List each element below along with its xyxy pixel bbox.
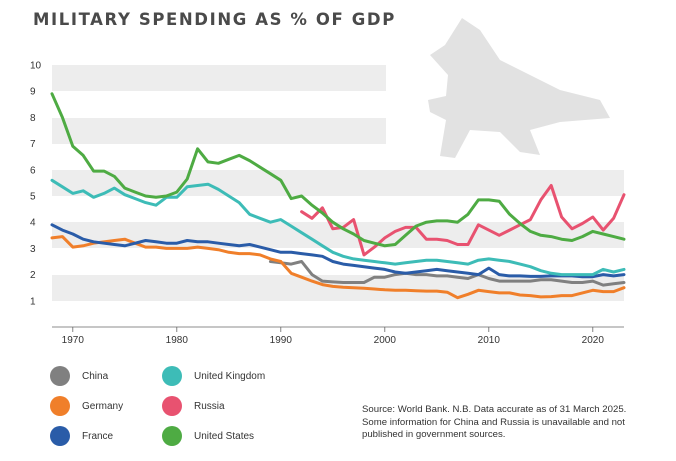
series-line-russia bbox=[300, 184, 626, 257]
band-7-8 bbox=[52, 118, 386, 144]
legend-swatch-france bbox=[50, 426, 70, 446]
legend-label-germany: Germany bbox=[82, 400, 124, 412]
series-line-united-kingdom bbox=[50, 178, 626, 277]
x-tick-label: 1990 bbox=[270, 335, 293, 346]
legend-label-china: China bbox=[82, 370, 109, 382]
legend-item-united-kingdom: United Kingdom bbox=[162, 366, 265, 386]
legend-item-china: China bbox=[50, 366, 108, 386]
series-line-france bbox=[50, 223, 626, 279]
series-lines bbox=[50, 92, 626, 300]
y-tick-label: 4 bbox=[30, 218, 36, 229]
x-tick-label: 1980 bbox=[166, 335, 189, 346]
legend-swatch-china bbox=[50, 366, 70, 386]
legend-swatch-germany bbox=[50, 396, 70, 416]
band-9-10 bbox=[52, 65, 386, 91]
y-tick-label: 2 bbox=[30, 270, 36, 281]
x-tick-label: 1970 bbox=[62, 335, 85, 346]
chart-title: MILITARY SPENDING AS % OF GDP bbox=[33, 10, 396, 29]
y-tick-label: 9 bbox=[30, 87, 36, 98]
legend-item-united-states: United States bbox=[162, 426, 254, 446]
legend-label-united-states: United States bbox=[194, 430, 255, 442]
y-tick-label: 5 bbox=[30, 192, 36, 203]
x-tick-label: 2000 bbox=[374, 335, 397, 346]
legend-label-france: France bbox=[82, 430, 114, 442]
x-axis: 1970 1980 1990 2000 2010 2020 bbox=[62, 327, 605, 346]
y-axis: 1 2 3 4 5 6 7 8 9 10 bbox=[30, 61, 42, 308]
fighter-jet-icon bbox=[428, 18, 610, 158]
y-tick-label: 8 bbox=[30, 113, 36, 124]
legend-item-russia: Russia bbox=[162, 396, 225, 416]
band-5-6 bbox=[52, 170, 624, 196]
y-tick-label: 3 bbox=[30, 244, 36, 255]
series-line-germany bbox=[50, 235, 626, 300]
legend-swatch-russia bbox=[162, 396, 182, 416]
legend-item-france: France bbox=[50, 426, 113, 446]
legend-label-united-kingdom: United Kingdom bbox=[194, 370, 266, 382]
y-tick-label: 10 bbox=[30, 61, 42, 72]
legend-swatch-united-kingdom bbox=[162, 366, 182, 386]
series-line-united-states bbox=[50, 92, 626, 248]
legend-item-germany: Germany bbox=[50, 396, 123, 416]
legend-label-russia: Russia bbox=[194, 400, 225, 412]
y-tick-label: 1 bbox=[30, 296, 36, 307]
x-tick-label: 2020 bbox=[582, 335, 605, 346]
series-line-china bbox=[268, 260, 626, 287]
y-tick-label: 6 bbox=[30, 165, 36, 176]
source-note: Source: World Bank. N.B. Data accurate a… bbox=[362, 404, 627, 441]
y-tick-label: 7 bbox=[30, 139, 36, 150]
legend-swatch-united-states bbox=[162, 426, 182, 446]
x-tick-label: 2010 bbox=[478, 335, 501, 346]
